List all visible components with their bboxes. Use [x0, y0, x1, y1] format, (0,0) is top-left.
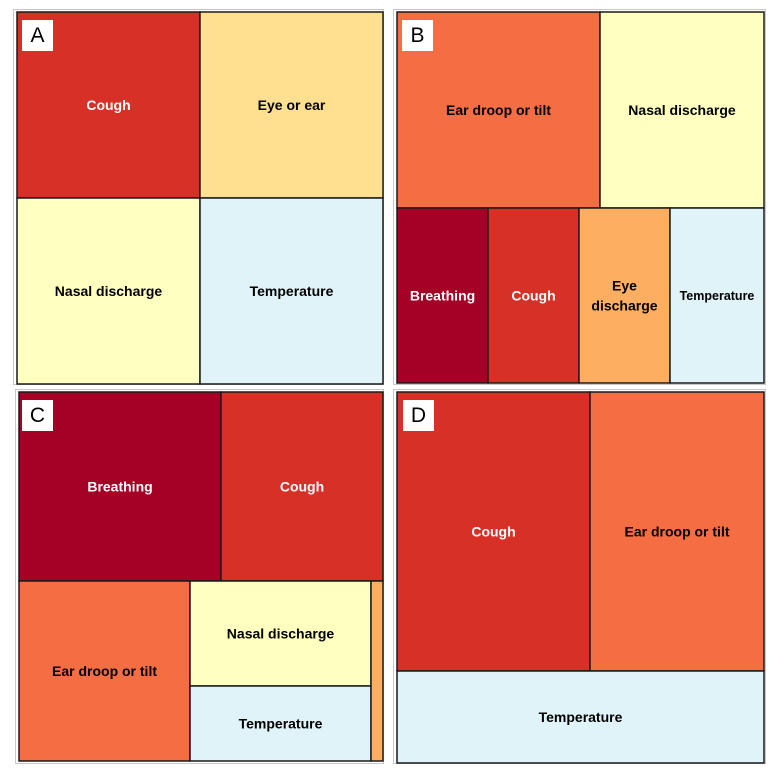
treemap-d-tile-ear-droop-or-tilt	[589, 391, 765, 672]
treemap-c-svg: Breathing Cough Ear droop or tilt Nasal dis…	[18, 391, 384, 762]
treemap-a-label-temperature: Temperature	[250, 283, 334, 299]
treemap-c-label-temperature: Temperature	[239, 715, 323, 731]
treemap-b-label-breathing: Breathing	[410, 287, 475, 303]
treemap-panel-a: Cough Eye or ear Nasal discharge Temperatur…	[13, 9, 384, 385]
treemap-b-label-temperature: Temperature	[680, 289, 755, 303]
treemap-c-label-nasal-discharge: Nasal discharge	[227, 625, 335, 641]
treemap-c-label-ear-droop-or-tilt: Ear droop or tilt	[52, 663, 157, 679]
panel-label-b: B	[402, 20, 433, 51]
treemap-b-svg: Ear droop or tilt Nasal discharge Breathin…	[396, 11, 765, 384]
treemap-a-label-eye-or-ear: Eye or ear	[258, 97, 326, 113]
treemap-b-tile-breathing	[396, 207, 489, 384]
treemap-c-tile-nasal-discharge	[189, 580, 372, 687]
treemap-b-tile-eye-discharge	[578, 207, 671, 384]
treemap-b-tile-cough	[487, 207, 580, 384]
treemap-a-label-nasal-discharge: Nasal discharge	[55, 283, 163, 299]
treemap-panel-b: Ear droop or tilt Nasal discharge Breathin…	[393, 9, 766, 385]
treemap-b-tile-nasal-discharge	[599, 11, 765, 209]
panel-label-c: C	[22, 400, 53, 431]
treemap-b-label-cough: Cough	[511, 287, 555, 303]
treemap-b-tile-temperature	[669, 207, 765, 384]
treemap-c-tile-ear-droop-or-tilt	[18, 580, 191, 762]
treemap-b-label-eye-discharge: Eye discharge	[591, 277, 657, 313]
treemap-c-label-cough: Cough	[280, 478, 324, 494]
treemap-a-tile-nasal-discharge	[16, 197, 201, 385]
panel-label-a: A	[22, 20, 53, 51]
treemap-c-tile-cough	[220, 391, 384, 582]
panel-label-d: D	[403, 400, 434, 431]
treemap-c-tile-unlabeled	[370, 580, 384, 762]
treemap-a-tile-eye-or-ear	[199, 11, 384, 199]
treemap-c-tile-temperature	[189, 685, 372, 762]
treemap-a-tile-temperature	[199, 197, 384, 385]
treemap-c-label-breathing: Breathing	[87, 478, 152, 494]
treemap-a-svg: Cough Eye or ear Nasal discharge Temperatur…	[16, 11, 384, 385]
treemap-a-label-cough: Cough	[86, 97, 130, 113]
treemap-d-label-cough: Cough	[471, 523, 515, 539]
treemap-d-label-ear-droop-or-tilt: Ear droop or tilt	[625, 523, 730, 539]
treemap-panel-d: Cough Ear droop or tilt Temperature D	[393, 389, 766, 764]
treemap-d-label-temperature: Temperature	[539, 709, 623, 725]
treemap-d-tile-cough	[396, 391, 591, 672]
treemap-b-label-nasal-discharge: Nasal discharge	[628, 102, 736, 118]
treemap-d-svg: Cough Ear droop or tilt Temperature	[396, 391, 765, 764]
treemap-b-label-ear-droop-or-tilt: Ear droop or tilt	[446, 102, 551, 118]
treemap-d-tile-temperature	[396, 670, 765, 764]
treemap-panel-c: Breathing Cough Ear droop or tilt Nasal dis…	[15, 389, 384, 764]
